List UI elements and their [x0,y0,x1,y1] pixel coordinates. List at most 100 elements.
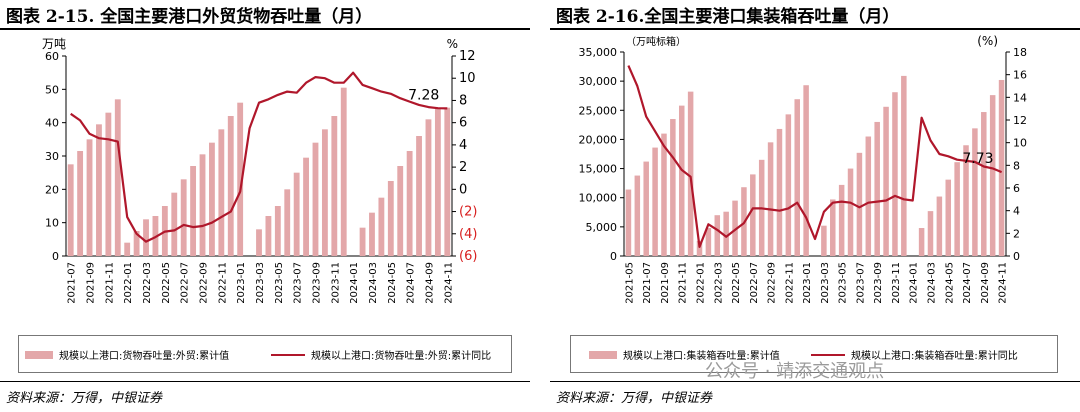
right-axis-unit: (%) [977,34,998,48]
bar [340,87,347,256]
x-axis-tick-label: 2023-01 [802,262,813,304]
legend-bar-label: 规模以上港口:货物吞吐量:外贸:累计值 [59,351,230,362]
bar [331,116,338,256]
bar [359,227,366,256]
x-axis-tick-label: 2024-03 [368,262,379,304]
left-axis-tick-label: 20,000 [579,133,618,146]
right-axis-tick-label: 10 [1013,137,1027,150]
bar [776,128,783,256]
bar [678,105,685,256]
legend-line-swatch [811,353,845,356]
x-axis-tick-label: 2022-01 [123,262,134,304]
left-axis-tick-label: 50 [45,83,59,96]
chart-legend: 规模以上港口:货物吞吐量:外贸:累计值 规模以上港口:货物吞吐量:外贸:累计同比 [18,335,512,373]
source-note: 资料来源：万得，中银证券 [6,391,163,406]
bar [114,99,121,256]
bar [86,139,93,256]
right-axis-tick-label: 14 [1013,91,1027,104]
bar [865,136,872,256]
chart-panel-container-throughput: 图表 2-16.全国主要港口集装箱吞吐量（月） 0 5,000 10,000 15,0… [550,0,1080,412]
x-axis-tick-label: 2024-07 [406,262,417,304]
x-axis-tick-label: 2022-07 [749,262,760,304]
left-axis-tick-label: 30 [45,150,59,163]
bar [284,189,291,256]
legend-bar-series: 规模以上港口:集装箱吞吐量:累计值 [589,347,780,362]
chart-title: 图表 2-15. 全国主要港口外贸货物吞吐量（月） [6,7,373,27]
bar [945,179,952,256]
x-axis-tick-label: 2023-11 [891,262,902,304]
legend-bar-swatch [589,350,617,359]
x-axis-tick-label: 2023-03 [255,262,266,304]
last-value-label: 7.73 [962,151,993,167]
x-axis-tick-label: 2024-11 [443,262,454,304]
right-axis-tick-label: (2) [459,205,477,220]
left-axis-tick-label: 40 [45,117,59,130]
bar [954,162,960,256]
right-axis-tick-label: (4) [459,227,477,242]
bar [794,99,800,256]
left-axis-unit: （万吨标箱） [626,35,686,48]
x-axis-tick-label: 2021-11 [678,262,689,304]
x-axis-tick-label: 2024-03 [926,262,937,304]
x-axis-tick-label: 2024-01 [909,262,920,304]
bar [821,225,827,256]
bar [830,199,836,256]
bar [425,119,432,256]
bar [696,240,703,256]
bar [963,145,969,256]
bar [998,79,1005,256]
right-axis-tick-label: 10 [459,71,476,86]
x-axis-tick-label: 2021-09 [86,262,97,304]
bar [227,116,234,256]
bar [434,107,441,257]
x-axis-tick-label: 2022-09 [767,262,778,304]
bar [378,197,385,256]
bar [714,215,721,256]
bar [406,151,413,256]
x-axis-tick-label: 2021-07 [67,262,78,304]
bar [124,242,131,256]
legend-bar-series: 规模以上港口:货物吞吐量:外贸:累计值 [25,347,229,362]
bar [180,179,187,256]
x-axis-tick-label: 2024-11 [998,262,1009,304]
bar [77,151,84,256]
x-axis-tick-label: 2023-09 [311,262,322,304]
left-axis-tick-label: 35,000 [579,46,618,59]
bar [133,231,140,256]
x-axis-tick-label: 2023-05 [838,262,849,304]
x-axis-tick-label: 2024-01 [349,262,360,304]
x-axis-tick-label: 2024-05 [387,262,398,304]
source-divider [0,381,530,382]
bar [767,142,774,256]
x-axis-tick-label: 2021-11 [104,262,115,304]
chart-panel-port-foreign-trade: 图表 2-15. 全国主要港口外贸货物吞吐量（月） 0 10 20 30 40 50 60 1… [0,0,530,412]
bar [723,211,729,256]
left-axis-tick-label: 10 [45,217,59,230]
chart-container-throughput: 0 5,000 10,000 15,000 20,000 25,000 30,000 35,0… [579,34,1028,304]
x-axis-tick-label: 2024-09 [424,262,435,304]
right-axis-unit: % [447,37,458,51]
x-axis-tick-label: 2021-07 [642,262,653,304]
legend-line-series: 规模以上港口:集装箱吞吐量:累计同比 [811,347,1018,362]
bar [171,192,178,256]
x-axis-tick-label: 2023-01 [236,262,247,304]
left-axis-unit: 万吨 [42,37,66,51]
right-axis-tick-label: 2 [1013,227,1020,240]
bar [143,219,149,256]
left-axis-tick-label: 15,000 [579,163,618,176]
x-axis-tick-label: 2023-07 [293,262,304,304]
right-axis-tick-label: 0 [1013,250,1020,263]
right-axis-tick-label: 4 [1013,205,1020,218]
bar [785,114,792,256]
bar [936,196,943,256]
left-axis-tick-label: 10,000 [579,192,618,205]
bar [237,102,244,257]
right-axis-tick-label: 12 [1013,114,1027,127]
right-axis-tick-label: 8 [459,93,467,108]
left-axis-tick-label: 60 [45,50,59,63]
x-axis-tick-label: 2024-09 [980,262,991,304]
title-divider [550,28,1080,30]
legend-line-swatch [271,353,305,356]
x-axis-tick-label: 2022-09 [199,262,210,304]
